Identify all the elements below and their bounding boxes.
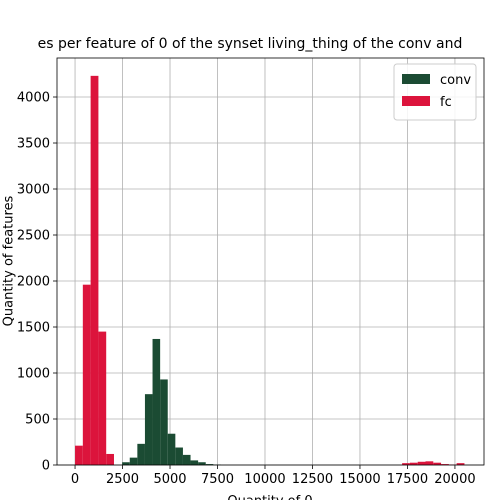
y-tick-label: 500 <box>25 413 50 428</box>
legend-label: conv <box>440 73 471 88</box>
x-tick-label: 17500 <box>387 472 428 487</box>
x-tick-label: 12500 <box>292 472 333 487</box>
legend-label: fc <box>440 95 452 110</box>
histogram-bar <box>106 453 114 465</box>
histogram-bar <box>175 447 183 465</box>
histogram-bar <box>198 462 206 465</box>
histogram-bar <box>82 284 91 465</box>
x-tick-label: 0 <box>71 472 79 487</box>
histogram-bar <box>441 464 449 465</box>
histogram-bar <box>409 462 418 465</box>
y-tick-label: 2500 <box>17 229 50 244</box>
histogram-bar <box>417 461 426 465</box>
histogram-bar <box>160 379 168 465</box>
histogram-bar <box>456 463 465 465</box>
y-axis-label: Quantity of features <box>2 195 17 326</box>
x-tick-label: 7500 <box>201 472 234 487</box>
histogram-bar <box>182 454 191 465</box>
histogram-bar <box>425 461 434 465</box>
histogram-bar <box>75 445 83 465</box>
x-axis-label: Quantity of 0 <box>227 494 312 500</box>
histogram-bar <box>98 331 107 465</box>
histogram-bar <box>167 433 176 465</box>
histogram-bar <box>402 463 410 465</box>
y-tick-label: 0 <box>42 459 50 474</box>
histogram-bar <box>144 394 153 465</box>
x-tick-label: 10000 <box>244 472 285 487</box>
histogram-bar <box>433 462 442 465</box>
histogram-bar <box>137 443 145 465</box>
x-tick-label: 2500 <box>106 472 139 487</box>
y-tick-label: 3500 <box>17 137 50 152</box>
plot-area: 0 2500 5000 7500 10000 12500 15000 17500 20000 0 5… <box>17 57 485 487</box>
x-tick-label: 20000 <box>434 472 475 487</box>
y-tick-label: 2000 <box>17 275 50 290</box>
histogram-bar <box>205 464 214 465</box>
y-tick-label: 4000 <box>17 91 50 106</box>
chart-title: es per feature of 0 of the synset living… <box>38 36 463 52</box>
x-tick-label: 5000 <box>153 472 186 487</box>
legend-swatch <box>402 74 430 84</box>
histogram-bar <box>129 457 138 465</box>
histogram-bar <box>90 75 99 465</box>
histogram-bar <box>152 338 161 465</box>
y-tick-label: 1500 <box>17 321 50 336</box>
y-tick-label: 3000 <box>17 183 50 198</box>
legend: conv fc <box>393 63 477 121</box>
legend-swatch <box>402 96 430 106</box>
y-tick-label: 1000 <box>17 367 50 382</box>
x-tick-label: 15000 <box>339 472 380 487</box>
axes-frame <box>56 57 485 466</box>
histogram-bar <box>122 462 130 465</box>
histogram-bar <box>190 460 199 465</box>
